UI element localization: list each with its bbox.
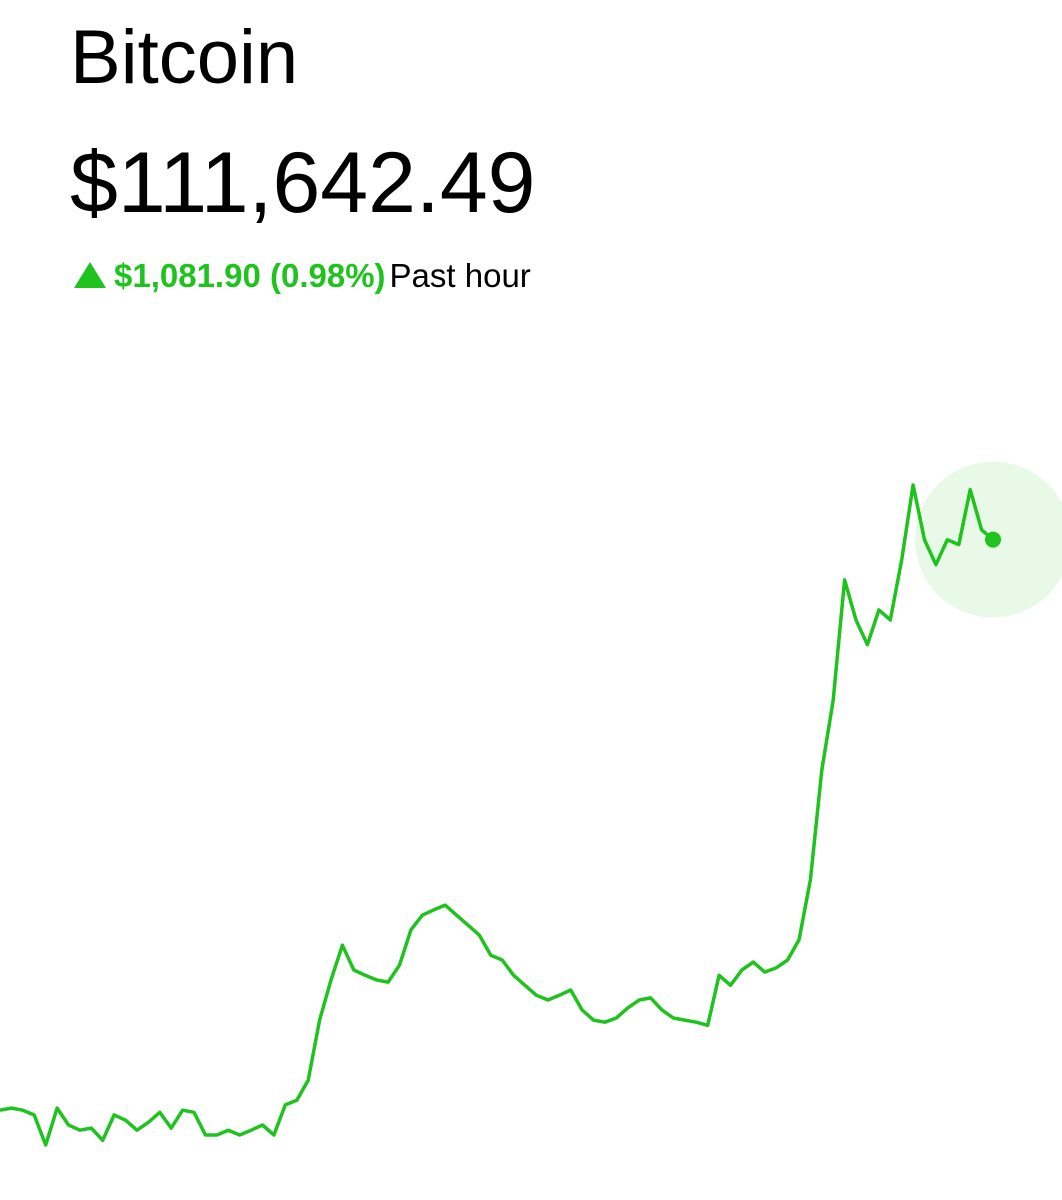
change-row: $1,081.90 (0.98%) Past hour <box>74 256 531 296</box>
asset-name: Bitcoin <box>70 15 299 100</box>
price-line <box>0 483 995 1147</box>
last-point <box>985 531 1001 548</box>
price-change: $1,081.90 (0.98%) <box>114 257 386 294</box>
period: Past hour <box>389 257 531 294</box>
price: $111,642.49 <box>70 135 536 231</box>
up-arrow <box>74 262 106 288</box>
